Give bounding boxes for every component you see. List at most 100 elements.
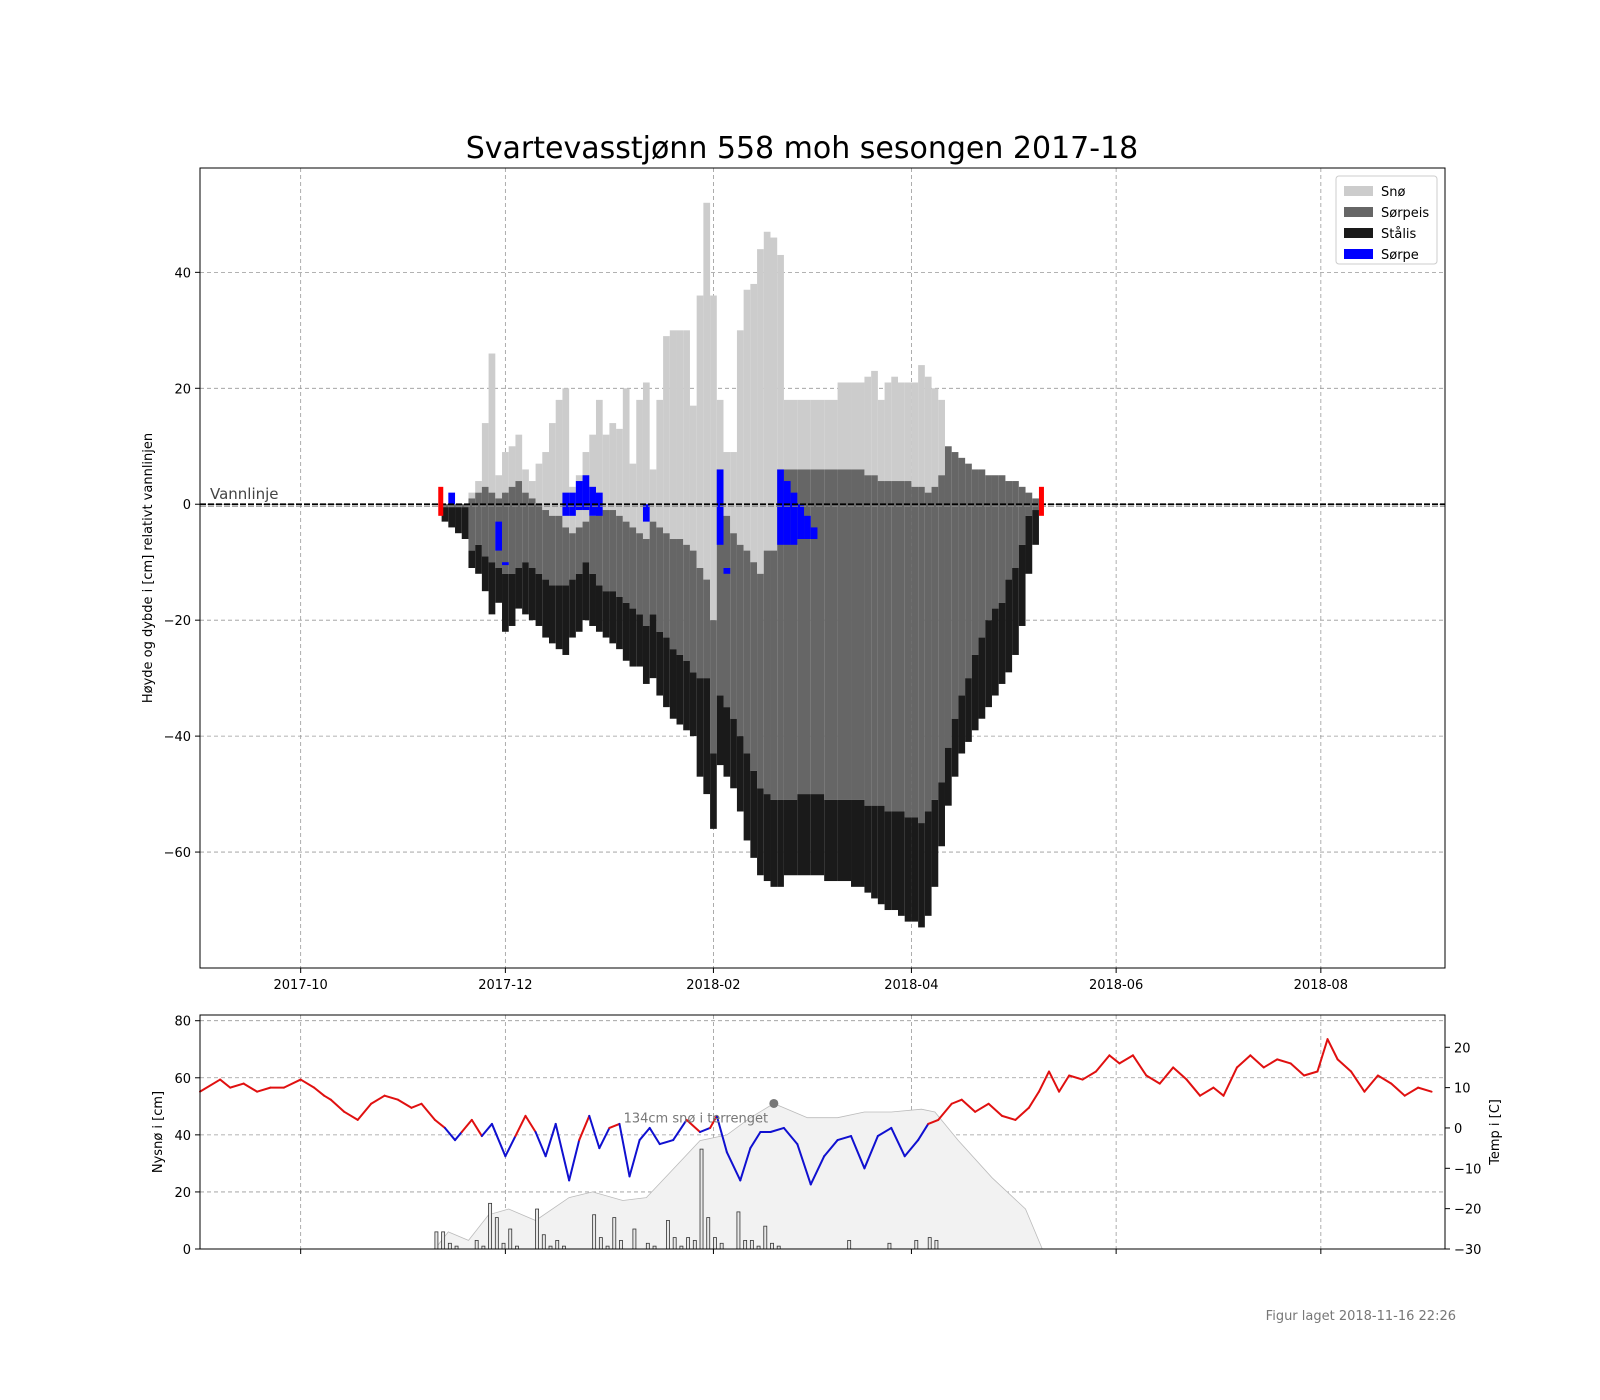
black-ice-bar: [522, 562, 529, 615]
snow-bar: [683, 330, 690, 545]
snow-bar: [931, 388, 939, 487]
legend-swatch: [1344, 249, 1373, 259]
slush-ice-bar: [609, 510, 617, 592]
temperature-segment: [329, 1098, 346, 1113]
slush-ice-bar: [481, 486, 489, 557]
temperature-segment: [282, 1078, 302, 1089]
snow-bar: [616, 428, 623, 516]
black-ice-bar: [750, 770, 758, 858]
temperature-segment: [1403, 1086, 1420, 1097]
snow-bar: [904, 382, 912, 482]
ice-snow-columns: [441, 202, 1039, 928]
snow-bar: [676, 330, 684, 540]
snow-bar: [508, 446, 516, 487]
x-tick-label: 2018-02: [686, 978, 740, 993]
black-ice-bar: [535, 573, 543, 626]
black-ice-bar: [918, 823, 925, 928]
slush-bar: [495, 521, 503, 551]
snow-bar: [535, 463, 543, 505]
snow-bar: [468, 492, 476, 499]
temperature-segment: [534, 1131, 547, 1158]
temperature-segment: [648, 1126, 661, 1146]
temperature-segment: [987, 1102, 1004, 1117]
temperature-line: [199, 1038, 1433, 1186]
snow-bar: [475, 481, 482, 493]
slush-ice-bar: [475, 492, 482, 545]
new-snow-bar: [488, 1202, 493, 1250]
x-tick-label: 2017-10: [274, 978, 328, 993]
black-ice-bar: [991, 608, 999, 696]
temperature-segment: [299, 1078, 316, 1089]
black-ice-bar: [616, 596, 623, 650]
black-ice-bar: [575, 573, 583, 632]
snow-bar: [528, 481, 536, 499]
bottom-y2-tick-label: 10: [1454, 1082, 1471, 1097]
legend-swatch: [1344, 228, 1373, 238]
snow-bar: [877, 399, 885, 482]
temperature-segment: [618, 1122, 631, 1178]
temperature-segment: [1158, 1066, 1175, 1085]
slush-bar: [783, 481, 791, 545]
new-snow-bar: [719, 1242, 724, 1250]
bottom-y2-tick-label: 20: [1454, 1041, 1471, 1056]
temperature-segment: [749, 1131, 762, 1150]
y-tick-label: 20: [174, 382, 191, 397]
new-snow-bar: [887, 1242, 892, 1250]
temperature-segment: [1145, 1074, 1161, 1085]
new-snow-bar: [612, 1217, 617, 1250]
black-ice-bar: [683, 660, 690, 731]
slush-ice-bar: [555, 515, 563, 586]
temperature-segment: [1131, 1054, 1148, 1077]
terrain-snow-annotation: 134cm snø i terrenget: [624, 1098, 779, 1126]
temperature-segment: [950, 1098, 963, 1105]
temperature-segment: [490, 1122, 507, 1158]
black-ice-bar: [797, 794, 811, 876]
bottom-y2-tick-label: −30: [1454, 1243, 1481, 1258]
slush-ice-bar: [1018, 486, 1026, 545]
temperature-segment: [383, 1094, 399, 1101]
black-ice-bar: [562, 585, 570, 655]
slush-ice-bar: [951, 452, 959, 719]
annotation-dot: [769, 1098, 779, 1108]
ice-markers: [438, 486, 1044, 516]
temperature-segment: [1390, 1082, 1406, 1097]
black-ice-bar: [877, 805, 885, 905]
black-ice-bar: [763, 794, 771, 882]
snow-bar: [884, 382, 892, 482]
new-snow-bar: [494, 1217, 499, 1250]
slush-bar: [716, 469, 724, 545]
temperature-segment: [672, 1118, 688, 1142]
x-tick-label: 2018-06: [1089, 978, 1143, 993]
bottom-y-tick-label: 60: [174, 1072, 191, 1087]
temperature-segment: [1014, 1106, 1030, 1121]
bottom-x-axis-ticks: [300, 1249, 1322, 1254]
slush-ice-bar: [904, 481, 912, 818]
new-snow-bar: [914, 1240, 919, 1250]
snow-bar: [609, 423, 617, 511]
black-ice-bar: [985, 620, 992, 708]
black-ice-bar: [837, 799, 852, 882]
waterline-label: Vannlinje: [210, 485, 279, 503]
snow-bar: [770, 237, 778, 551]
black-ice-bar: [810, 794, 825, 876]
slush-bar: [448, 492, 456, 505]
slush-ice-bar: [703, 579, 711, 679]
slush-ice-bar: [864, 475, 872, 806]
slush-ice-bar: [918, 486, 925, 824]
black-ice-bar: [770, 799, 778, 887]
temperature-segment: [863, 1135, 879, 1170]
slush-ice-bar: [589, 515, 596, 574]
temperature-segment: [229, 1082, 245, 1089]
black-ice-bar: [609, 591, 617, 644]
slush-ice-bar: [783, 469, 798, 800]
black-ice-bar: [629, 608, 637, 667]
slush-ice-bar: [622, 521, 630, 603]
black-ice-bar: [642, 625, 650, 684]
temperature-segment: [836, 1135, 853, 1142]
slush-ice-bar: [656, 527, 664, 632]
slush-ice-bar: [958, 457, 966, 696]
slush-ice-bar: [898, 481, 905, 812]
slush-ice-bar: [441, 504, 449, 508]
black-ice-bar: [898, 811, 905, 916]
temperature-segment: [544, 1122, 557, 1158]
